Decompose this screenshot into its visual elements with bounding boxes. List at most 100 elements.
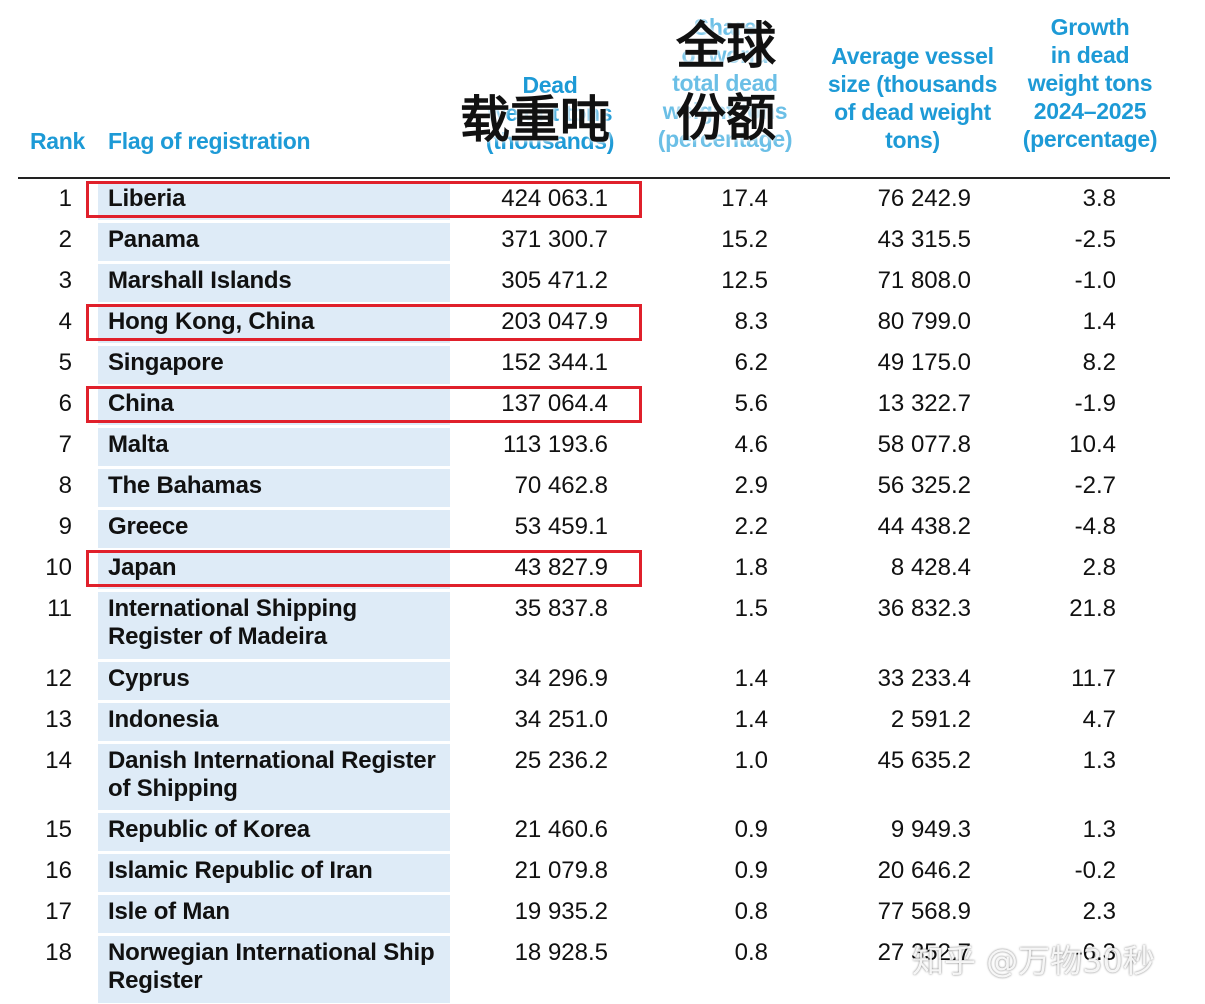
- average-size-cell: 27 352.7: [877, 939, 971, 966]
- flag-cell-background: [98, 510, 450, 548]
- dead-weight-cell: 371 300.7: [501, 226, 608, 253]
- growth-cell: -6.3: [1074, 939, 1116, 966]
- flag-cell-background: [98, 182, 450, 220]
- rank-cell: 7: [58, 431, 72, 458]
- share-cell: 1.0: [734, 746, 768, 774]
- flag-cell-background: [98, 387, 450, 425]
- flag-cell: Hong Kong, China: [108, 308, 314, 336]
- dead-weight-cell: 113 193.6: [503, 431, 608, 458]
- flag-cell: Greece: [108, 513, 188, 541]
- growth-cell: 2.3: [1082, 898, 1116, 925]
- share-cell: 1.5: [734, 595, 768, 622]
- header-line: weight tons: [662, 98, 788, 124]
- flag-name-line: Panama: [108, 226, 199, 253]
- flag-cell: Singapore: [108, 349, 224, 377]
- overlay-share-cn-line1: 全球: [676, 17, 776, 75]
- header-line: Growth: [1050, 14, 1130, 40]
- dead-weight-cell: 424 063.1: [501, 185, 608, 212]
- rank-cell: 17: [45, 898, 72, 925]
- flag-cell: Liberia: [108, 185, 185, 213]
- growth-cell: 3.8: [1082, 185, 1116, 212]
- flag-cell-background: [98, 702, 450, 741]
- flag-cell-background: [98, 346, 450, 384]
- flag-cell: Panama: [108, 226, 199, 254]
- header-line: of world: [681, 42, 769, 68]
- header-line: total dead: [672, 70, 778, 96]
- flag-name-line: International Shipping: [108, 595, 357, 622]
- average-size-cell: 80 799.0: [877, 308, 971, 335]
- flag-name-line: Register: [108, 967, 203, 994]
- average-size-cell: 43 315.5: [877, 226, 971, 253]
- header-rank: Rank: [30, 128, 86, 154]
- flag-cell-background: [98, 305, 450, 343]
- flag-cell-background: [98, 592, 450, 659]
- flag-cell: The Bahamas: [108, 472, 262, 500]
- header-average-size: Average vessel size (thousands of dead w…: [820, 42, 1005, 154]
- rank-cell: 9: [58, 513, 72, 540]
- watermark: 知乎 @万物30秒: [912, 942, 1155, 980]
- header-line: Dead: [522, 72, 578, 98]
- share-cell: 5.6: [734, 390, 768, 417]
- average-size-cell: 36 832.3: [877, 595, 971, 622]
- growth-cell: 10.4: [1069, 431, 1116, 458]
- dead-weight-cell: 305 471.2: [501, 267, 608, 294]
- dead-weight-cell: 21 079.8: [514, 857, 608, 884]
- header-line: tons): [885, 127, 940, 153]
- rank-cell: 1: [58, 185, 72, 212]
- share-cell: 1.4: [734, 664, 768, 692]
- flag-name-line: Norwegian International Ship: [108, 939, 435, 966]
- flag-cell: Japan: [108, 554, 177, 582]
- growth-cell: -0.2: [1074, 857, 1116, 884]
- growth-cell: -1.9: [1074, 390, 1116, 417]
- dead-weight-cell: 19 935.2: [514, 898, 608, 925]
- flag-cell: Indonesia: [108, 706, 218, 734]
- header-line: Average vessel: [831, 43, 994, 69]
- flag-name-line: Cyprus: [108, 664, 190, 692]
- header-line: (percentage): [657, 126, 793, 152]
- highlight-box: [86, 304, 642, 341]
- header-line: Share: [693, 14, 757, 40]
- flag-name-line: Liberia: [108, 185, 186, 212]
- header-share: Share of world total dead weight tons (p…: [650, 13, 800, 153]
- share-cell: 6.2: [734, 349, 768, 376]
- average-size-cell: 20 646.2: [877, 857, 971, 884]
- flag-cell: Republic of Korea: [108, 816, 310, 844]
- rank-cell: 14: [45, 746, 72, 774]
- rank-cell: 12: [45, 664, 72, 692]
- flag-name-line: Hong Kong, China: [108, 308, 315, 335]
- header-line: in dead: [1050, 42, 1130, 68]
- highlight-box: [86, 386, 642, 423]
- average-size-cell: 45 635.2: [877, 746, 971, 774]
- share-cell: 1.8: [734, 554, 768, 581]
- flag-name-line: Malta: [108, 431, 169, 458]
- rank-cell: 8: [58, 472, 72, 499]
- flag-name-line: Republic of Korea: [108, 816, 310, 843]
- flag-cell-background: [98, 854, 450, 892]
- flag-cell: Isle of Man: [108, 898, 230, 926]
- growth-cell: 8.2: [1082, 349, 1116, 376]
- dead-weight-cell: 34 296.9: [514, 664, 608, 692]
- header-line: (thousands): [485, 128, 615, 154]
- rank-cell: 11: [47, 595, 72, 622]
- flag-name-line: Indonesia: [108, 705, 219, 733]
- flag-cell-background: [98, 551, 450, 589]
- header-dead-weight: Dead weight tons (thousands): [475, 71, 625, 155]
- flag-cell: Marshall Islands: [108, 267, 292, 295]
- dead-weight-cell: 203 047.9: [501, 308, 608, 335]
- share-cell: 15.2: [721, 226, 768, 253]
- flag-name-line: Danish International Register: [108, 746, 436, 774]
- average-size-cell: 56 325.2: [877, 472, 971, 499]
- header-growth: Growth in dead weight tons 2024–2025 (pe…: [1015, 13, 1165, 153]
- dead-weight-cell: 152 344.1: [501, 349, 608, 376]
- rank-cell: 16: [45, 857, 72, 884]
- average-size-cell: 8 428.4: [890, 554, 971, 581]
- header-divider: [18, 177, 1170, 179]
- flag-name-line: The Bahamas: [108, 472, 262, 499]
- flag-cell-background: [98, 936, 450, 1003]
- header-line: (percentage): [1022, 126, 1158, 152]
- growth-cell: 1.3: [1082, 746, 1116, 774]
- flag-name-line: Greece: [108, 513, 189, 540]
- flag-name-line: Marshall Islands: [108, 267, 292, 294]
- share-cell: 0.9: [734, 816, 768, 843]
- growth-cell: -1.0: [1074, 267, 1116, 294]
